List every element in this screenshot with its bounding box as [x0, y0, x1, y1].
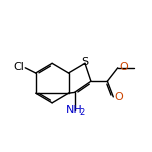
Text: O: O [119, 62, 128, 72]
Text: 2: 2 [79, 108, 84, 117]
Text: O: O [115, 92, 124, 102]
Text: Cl: Cl [14, 62, 24, 72]
Text: S: S [81, 57, 88, 67]
Text: NH: NH [65, 105, 82, 115]
